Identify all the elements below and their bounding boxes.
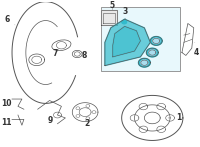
Text: 8: 8 [81, 51, 87, 60]
Text: 10: 10 [1, 99, 11, 108]
Text: 2: 2 [84, 118, 90, 127]
Text: 1: 1 [168, 113, 182, 122]
Polygon shape [149, 50, 156, 55]
Polygon shape [153, 38, 160, 44]
Text: 6: 6 [4, 15, 15, 25]
Text: 3: 3 [123, 7, 128, 19]
Text: 9: 9 [48, 116, 53, 125]
FancyBboxPatch shape [101, 7, 180, 71]
Polygon shape [105, 19, 150, 66]
Polygon shape [138, 58, 150, 67]
Text: 7: 7 [53, 49, 59, 58]
Polygon shape [122, 20, 127, 24]
Polygon shape [141, 60, 148, 65]
Polygon shape [101, 10, 117, 25]
Text: 4: 4 [194, 42, 199, 57]
Polygon shape [150, 37, 162, 45]
Text: 11: 11 [1, 118, 11, 127]
Polygon shape [113, 26, 140, 57]
Polygon shape [146, 48, 158, 57]
Text: 5: 5 [110, 1, 115, 10]
